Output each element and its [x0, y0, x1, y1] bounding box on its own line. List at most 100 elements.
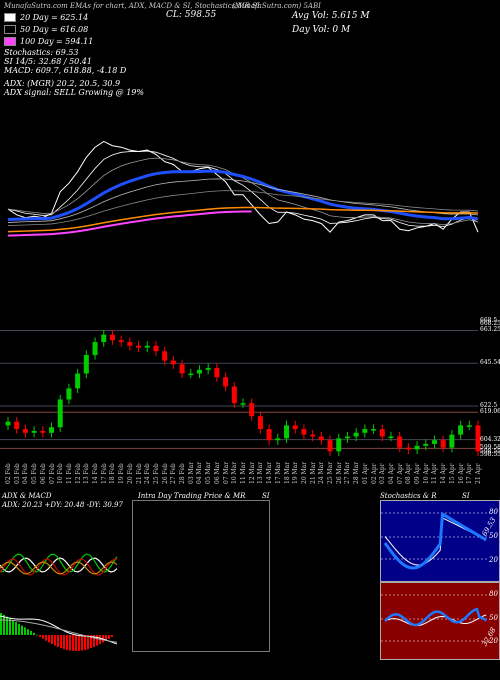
candle-body: [162, 351, 168, 361]
date-axis-label: 12 Mar: [248, 461, 256, 484]
macd-bar: [42, 635, 44, 639]
price-line: [7, 140, 479, 233]
candle-body: [83, 355, 89, 374]
candle-body: [144, 345, 150, 348]
candle-body: [414, 445, 420, 450]
candle-body: [440, 440, 446, 448]
date-axis-label: 07 Feb: [48, 463, 56, 484]
macd-bar: [69, 635, 71, 651]
price-axis-label: 619.06: [480, 408, 500, 416]
macd-bar: [105, 635, 107, 641]
macd-bar: [90, 635, 92, 649]
candle-body: [188, 373, 194, 376]
date-axis-label: 16 Apr: [457, 463, 465, 484]
macd-bar: [3, 614, 5, 635]
legend-item-50day: 50 Day = 616.08: [4, 25, 88, 34]
date-axis-label: 10 Mar: [231, 461, 239, 484]
candle-body: [31, 430, 37, 433]
candle-body: [153, 345, 159, 352]
date-axis-label: 06 Mar: [213, 461, 221, 484]
date-axis-label: 10 Apr: [422, 463, 430, 484]
date-axis-label: 04 Apr: [387, 463, 395, 484]
date-axis-label: 19 Feb: [118, 463, 126, 484]
ema-50-line: [7, 190, 479, 227]
macd-bar: [45, 635, 47, 641]
candle-body: [275, 438, 281, 441]
macd-bar: [51, 635, 53, 645]
date-axis-label: 20 Feb: [126, 463, 134, 484]
ema-20-line: [7, 169, 479, 222]
price-axis-label: 598.55: [480, 448, 500, 456]
si-panel: 80 50 20 32.68: [380, 582, 500, 660]
candle-body: [371, 429, 377, 431]
legend-swatch-100day: [4, 37, 16, 46]
candle-body: [118, 340, 124, 343]
stoch-axis-50: 50: [489, 532, 498, 540]
date-axis-label: 11 Apr: [431, 463, 439, 484]
macd-bar: [81, 635, 83, 651]
date-axis-label: 14 Mar: [266, 461, 274, 484]
si-signal-line: [384, 614, 487, 627]
candle-body: [196, 369, 202, 374]
candlestick-chart: [0, 329, 481, 456]
stoch-d-line: [384, 517, 487, 566]
date-axis-label: 09 Apr: [414, 463, 422, 484]
legend-label-100day: 100 Day = 594.11: [20, 37, 94, 46]
date-axis-label: 18 Mar: [283, 461, 291, 484]
date-axis-label: 26 Feb: [161, 463, 169, 484]
candle-body: [136, 345, 142, 348]
candle-body: [214, 367, 220, 378]
stochastics-panel: 80 50 20 69.53: [380, 500, 500, 582]
candle-body: [301, 429, 307, 435]
date-axis-label: 08 Apr: [405, 463, 413, 484]
stochastics-readout: Stochastics: 69.53: [4, 48, 79, 57]
date-axis-label: 26 Mar: [335, 461, 343, 484]
adx-line: [0, 561, 118, 575]
candle-body: [223, 377, 229, 387]
date-axis-label: 13 Mar: [257, 461, 265, 484]
price-axis-label: 645.54: [480, 359, 500, 367]
si-axis-20: 20: [489, 637, 498, 645]
price-axis-label: 668.25: [480, 320, 500, 328]
date-axis-label: 18 Feb: [109, 463, 117, 484]
stoch-axis-80: 80: [489, 508, 498, 516]
ema-30-line: [7, 178, 479, 223]
macd-bar: [72, 635, 74, 651]
candle-body: [57, 399, 63, 428]
date-axis-label: 17 Mar: [274, 461, 282, 484]
candle-body: [431, 440, 437, 444]
date-axis-label: 03 Mar: [187, 461, 195, 484]
candle-body: [388, 436, 394, 438]
macd-bar: [66, 635, 68, 650]
macd-bar: [111, 635, 113, 637]
macd-signal-line: [0, 619, 118, 643]
candle-body: [101, 334, 107, 343]
intraday-panel-si: SI: [262, 492, 270, 500]
macd-bar: [60, 635, 62, 649]
adx-signal-readout: ADX signal: SELL Growing @ 19%: [4, 88, 144, 97]
si-line: [384, 607, 487, 627]
candle-body: [362, 429, 368, 433]
macd-bar: [75, 635, 77, 651]
adx-line: [0, 558, 118, 576]
stoch-panel-title: Stochastics & R: [380, 492, 437, 500]
date-axis-label: 21 Mar: [309, 461, 317, 484]
adx-panel-title: ADX & MACD: [2, 492, 52, 500]
price-axis-label: 622.5: [480, 401, 498, 409]
candle-body: [475, 425, 481, 452]
candle-body: [266, 429, 272, 441]
legend-label-50day: 50 Day = 616.08: [20, 25, 89, 34]
candle-body: [92, 342, 98, 356]
macd-bar: [27, 629, 29, 635]
candle-body: [310, 434, 316, 437]
legend-swatch-20day: [4, 13, 16, 22]
candle-body: [458, 425, 464, 435]
candle-body: [170, 360, 176, 365]
candle-body: [179, 364, 185, 374]
macd-bar: [108, 635, 110, 639]
macd-bar: [30, 631, 32, 635]
candle-body: [109, 334, 115, 341]
header-title: MunafaSutra.com EMAs for chart, ADX, MAC…: [4, 2, 260, 10]
stoch-panel-si: SI: [462, 492, 470, 500]
adx-panel-values: ADX: 20.23 +DY: 20.48 -DY: 30.97: [2, 501, 123, 509]
